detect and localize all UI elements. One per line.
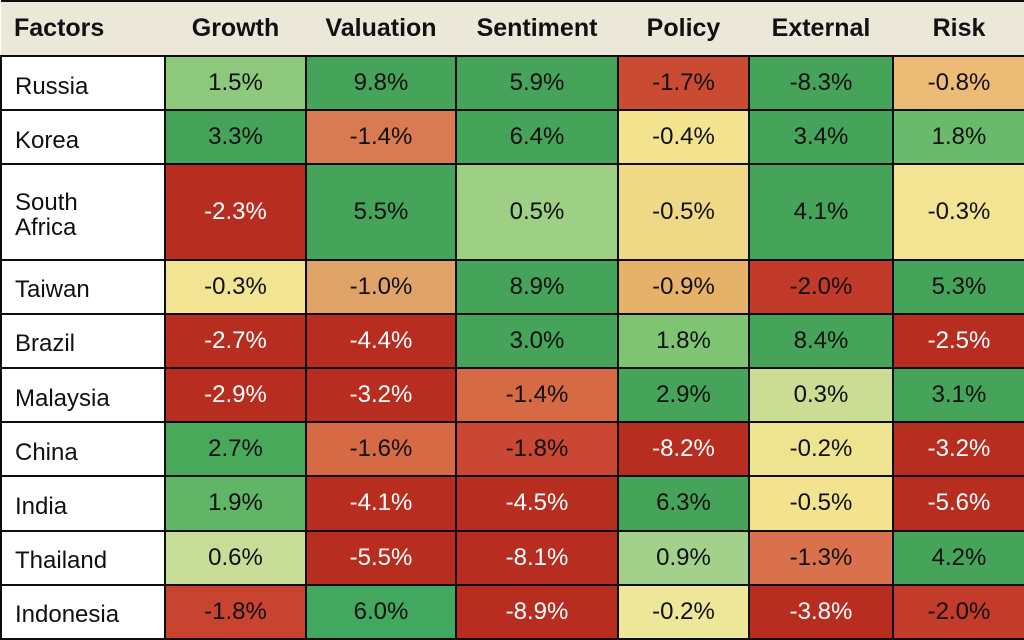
- country-cell: India: [0, 475, 166, 532]
- column-header-policy: Policy: [618, 0, 749, 57]
- value-cell: 3.4%: [748, 109, 894, 166]
- value-cell: -0.5%: [617, 163, 750, 261]
- value-cell: -0.9%: [617, 258, 750, 315]
- value-cell: 0.5%: [455, 163, 619, 261]
- value-cell: 5.5%: [305, 163, 457, 261]
- value-cell: -8.9%: [455, 583, 619, 640]
- value-cell: 9.8%: [305, 54, 457, 112]
- value-cell: 1.8%: [617, 312, 750, 370]
- country-cell: Korea: [0, 109, 166, 166]
- table-row: China 2.7% -1.6% -1.8% -8.2% -0.2% -3.2%: [0, 421, 1024, 478]
- table-row: Malaysia -2.9% -3.2% -1.4% 2.9% 0.3% 3.1%: [0, 366, 1024, 424]
- country-cell: China: [0, 421, 166, 478]
- column-header-external: External: [749, 0, 893, 57]
- value-cell: -0.5%: [748, 475, 894, 532]
- table-row: Russia 1.5% 9.8% 5.9% -1.7% -8.3% -0.8%: [0, 54, 1024, 112]
- value-cell: -0.3%: [164, 258, 307, 315]
- value-cell: -4.1%: [305, 475, 457, 532]
- value-cell: 2.7%: [164, 421, 307, 478]
- value-cell: 4.1%: [748, 163, 894, 261]
- value-cell: 5.3%: [892, 258, 1024, 315]
- value-cell: -5.5%: [305, 529, 457, 586]
- value-cell: -4.4%: [305, 312, 457, 370]
- value-cell: 3.0%: [455, 312, 619, 370]
- value-cell: -0.3%: [892, 163, 1024, 261]
- value-cell: -8.1%: [455, 529, 619, 586]
- value-cell: -1.6%: [305, 421, 457, 478]
- value-cell: -2.3%: [164, 163, 307, 261]
- column-header-sentiment: Sentiment: [456, 0, 618, 57]
- value-cell: -8.3%: [748, 54, 894, 112]
- value-cell: 1.5%: [164, 54, 307, 112]
- value-cell: 6.4%: [455, 109, 619, 166]
- table-row: Brazil -2.7% -4.4% 3.0% 1.8% 8.4% -2.5%: [0, 312, 1024, 370]
- value-cell: -1.3%: [748, 529, 894, 586]
- value-cell: 0.9%: [617, 529, 750, 586]
- value-cell: -0.8%: [892, 54, 1024, 112]
- value-cell: 3.3%: [164, 109, 307, 166]
- value-cell: -1.0%: [305, 258, 457, 315]
- value-cell: -1.4%: [305, 109, 457, 166]
- value-cell: -0.2%: [617, 583, 750, 640]
- value-cell: -2.0%: [892, 583, 1024, 640]
- value-cell: 2.9%: [617, 366, 750, 424]
- table-row: Thailand 0.6% -5.5% -8.1% 0.9% -1.3% 4.2%: [0, 529, 1024, 586]
- value-cell: -2.9%: [164, 366, 307, 424]
- value-cell: 1.8%: [892, 109, 1024, 166]
- value-cell: 6.0%: [305, 583, 457, 640]
- table-row: India 1.9% -4.1% -4.5% 6.3% -0.5% -5.6%: [0, 475, 1024, 532]
- heatmap-body: Russia 1.5% 9.8% 5.9% -1.7% -8.3% -0.8% Korea 3.…: [0, 54, 1024, 640]
- factors-header: Factors: [1, 0, 165, 57]
- country-cell: Malaysia: [0, 366, 166, 424]
- column-header-risk: Risk: [893, 0, 1024, 57]
- value-cell: 5.9%: [455, 54, 619, 112]
- value-cell: 8.4%: [748, 312, 894, 370]
- value-cell: -0.2%: [748, 421, 894, 478]
- value-cell: -3.2%: [892, 421, 1024, 478]
- value-cell: -8.2%: [617, 421, 750, 478]
- table-header-row: Factors Growth Valuation Sentiment Polic…: [1, 0, 1024, 57]
- value-cell: 0.6%: [164, 529, 307, 586]
- table-row: Korea 3.3% -1.4% 6.4% -0.4% 3.4% 1.8%: [0, 109, 1024, 166]
- country-cell: Russia: [0, 54, 166, 112]
- country-cell: Indonesia: [0, 583, 166, 640]
- value-cell: -4.5%: [455, 475, 619, 532]
- value-cell: 3.1%: [892, 366, 1024, 424]
- value-cell: -1.8%: [455, 421, 619, 478]
- column-header-valuation: Valuation: [306, 0, 456, 57]
- value-cell: -3.8%: [748, 583, 894, 640]
- value-cell: -2.5%: [892, 312, 1024, 370]
- table-row: Indonesia -1.8% 6.0% -8.9% -0.2% -3.8% -2.0%: [0, 583, 1024, 640]
- value-cell: 4.2%: [892, 529, 1024, 586]
- value-cell: -5.6%: [892, 475, 1024, 532]
- column-header-growth: Growth: [165, 0, 306, 57]
- country-cell: Thailand: [0, 529, 166, 586]
- value-cell: -2.0%: [748, 258, 894, 315]
- value-cell: 1.9%: [164, 475, 307, 532]
- value-cell: -1.4%: [455, 366, 619, 424]
- country-cell: Brazil: [0, 312, 166, 370]
- value-cell: -0.4%: [617, 109, 750, 166]
- value-cell: -3.2%: [305, 366, 457, 424]
- value-cell: -2.7%: [164, 312, 307, 370]
- value-cell: -1.7%: [617, 54, 750, 112]
- table-row: Taiwan -0.3% -1.0% 8.9% -0.9% -2.0% 5.3%: [0, 258, 1024, 315]
- value-cell: -1.8%: [164, 583, 307, 640]
- value-cell: 0.3%: [748, 366, 894, 424]
- country-cell: South Africa: [0, 163, 166, 261]
- table-row: South Africa -2.3% 5.5% 0.5% -0.5% 4.1% -0.3%: [0, 163, 1024, 261]
- value-cell: 8.9%: [455, 258, 619, 315]
- country-cell: Taiwan: [0, 258, 166, 315]
- value-cell: 6.3%: [617, 475, 750, 532]
